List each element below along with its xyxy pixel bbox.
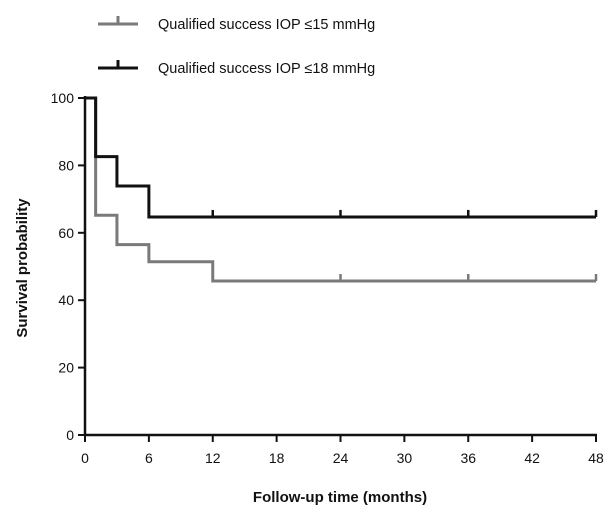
series-line-1 xyxy=(85,96,596,283)
x-tick-label: 6 xyxy=(145,450,153,466)
x-tick-label: 36 xyxy=(460,450,476,466)
x-tick-label: 30 xyxy=(397,450,413,466)
y-tick-label: 60 xyxy=(58,225,74,241)
axes: 0 20 40 60 80 100 0 6 12 18 24 30 36 42 48 xyxy=(51,90,604,466)
x-tick-label: 48 xyxy=(588,450,604,466)
legend-label-iop15: Qualified success IOP ≤15 mmHg xyxy=(158,17,375,33)
x-tick-label: 18 xyxy=(269,450,285,466)
legend-item-2: Qualified success IOP ≤18 mmHg xyxy=(98,60,375,77)
legend-label-iop18: Qualified success IOP ≤18 mmHg xyxy=(158,61,375,77)
series-line-2 xyxy=(85,96,596,219)
x-tick-label: 42 xyxy=(524,450,540,466)
x-axis-title: Follow-up time (months) xyxy=(253,489,427,506)
y-tick-label: 40 xyxy=(58,292,74,308)
x-tick-label: 24 xyxy=(333,450,349,466)
y-tick-label: 100 xyxy=(51,90,75,106)
x-tick-label: 12 xyxy=(205,450,221,466)
y-tick-label: 20 xyxy=(58,360,74,376)
legend-item-1: Qualified success IOP ≤15 mmHg xyxy=(98,16,375,33)
y-tick-label: 80 xyxy=(58,157,74,173)
y-axis-title: Survival probability xyxy=(14,198,31,338)
legend: Qualified success IOP ≤15 mmHg Qualified… xyxy=(98,16,375,77)
x-tick-label: 0 xyxy=(81,450,89,466)
plot-area xyxy=(85,96,598,283)
y-tick-label: 0 xyxy=(66,427,74,443)
